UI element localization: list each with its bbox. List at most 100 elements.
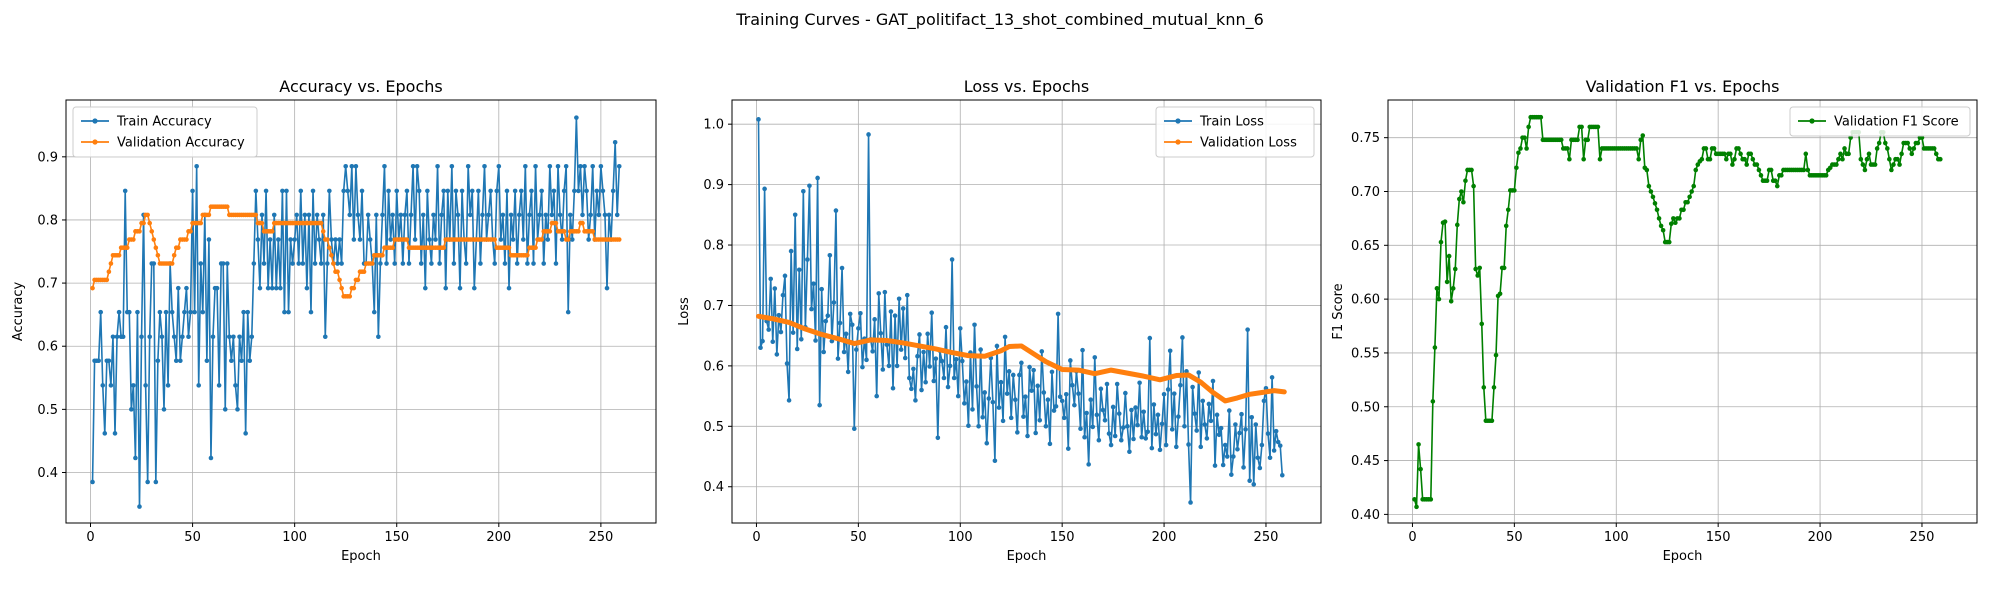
data-point (435, 163, 440, 169)
data-point (247, 358, 253, 364)
data-point (1876, 140, 1882, 146)
legend-label: Validation Accuracy (117, 136, 245, 151)
data-point (412, 237, 418, 242)
data-point (1685, 199, 1690, 205)
legend-label: Validation Loss (1200, 136, 1297, 151)
data-point (1184, 369, 1189, 374)
data-point (841, 349, 847, 355)
data-point (990, 399, 996, 405)
data-point (108, 383, 114, 388)
data-point (1045, 397, 1051, 403)
data-point (1711, 146, 1717, 151)
data-point (537, 212, 542, 218)
y-tick-label: 0.5 (703, 420, 724, 435)
data-point (331, 261, 336, 266)
data-point (161, 407, 167, 412)
data-point (1428, 497, 1434, 502)
data-point (231, 334, 236, 340)
data-point (533, 245, 538, 251)
chart-title: Accuracy vs. Epochs (279, 77, 442, 96)
data-point (766, 327, 771, 332)
x-tick-label: 50 (184, 530, 201, 545)
data-point (1754, 162, 1760, 167)
data-point (433, 237, 438, 242)
data-point (265, 285, 271, 291)
data-point (355, 212, 361, 218)
data-point (206, 212, 212, 218)
data-point (476, 188, 481, 194)
data-point (1070, 382, 1075, 388)
data-point (1192, 411, 1197, 416)
data-point (949, 257, 955, 262)
data-point (1931, 146, 1937, 151)
data-point (506, 285, 512, 291)
data-point (576, 229, 581, 234)
data-point (1432, 345, 1438, 350)
data-point (384, 261, 389, 266)
data-point (1756, 167, 1762, 173)
data-point (443, 285, 449, 291)
data-point (423, 285, 428, 291)
data-point (616, 237, 622, 242)
data-point (141, 220, 146, 226)
data-point (856, 326, 861, 331)
data-point (1457, 196, 1462, 202)
data-point (1253, 422, 1259, 427)
legend-marker (1809, 118, 1815, 124)
data-point (169, 309, 175, 315)
x-tick-label: 200 (1808, 530, 1833, 545)
x-tick-label: 250 (1254, 530, 1279, 545)
data-point (349, 163, 355, 169)
data-point (786, 398, 792, 403)
data-point (431, 212, 436, 218)
data-point (410, 163, 416, 169)
data-point (1463, 178, 1468, 184)
data-point (398, 212, 404, 218)
data-point (1646, 183, 1652, 189)
data-point (960, 358, 965, 364)
data-point (1450, 286, 1456, 291)
data-point (563, 163, 569, 169)
data-point (1882, 140, 1888, 146)
data-point (1053, 404, 1059, 409)
data-point (872, 317, 877, 322)
data-point (229, 358, 234, 364)
y-tick-label: 0.7 (37, 277, 58, 292)
data-point (314, 212, 320, 218)
data-point (1842, 146, 1847, 151)
data-point (1061, 415, 1067, 421)
data-point (1188, 500, 1193, 505)
series-train-loss (756, 117, 1285, 505)
data-point (1673, 220, 1678, 225)
data-point (1125, 424, 1130, 429)
data-point (427, 237, 432, 242)
x-tick-label: 50 (850, 530, 867, 545)
data-point (1076, 391, 1081, 396)
data-point (1585, 137, 1591, 143)
data-point (582, 163, 587, 169)
data-point (982, 390, 988, 395)
data-point (267, 237, 273, 242)
data-point (1638, 137, 1644, 143)
data-point (1479, 321, 1485, 327)
data-point (878, 330, 884, 336)
data-point (578, 163, 583, 169)
data-point (1220, 462, 1226, 468)
data-point (909, 386, 914, 392)
data-point (1176, 414, 1181, 419)
x-tick-label: 150 (1706, 530, 1731, 545)
data-point (604, 285, 610, 291)
data-point (286, 309, 291, 315)
x-tick-label: 250 (1910, 530, 1935, 545)
data-point (1257, 465, 1263, 471)
data-point (976, 424, 981, 429)
data-point (539, 188, 544, 194)
data-point (1084, 410, 1089, 416)
data-point (184, 237, 189, 242)
data-point (122, 188, 128, 194)
data-point (590, 163, 596, 169)
data-point (400, 261, 406, 266)
y-tick-label: 0.7 (703, 299, 724, 314)
data-point (610, 188, 616, 194)
data-point (390, 212, 395, 218)
